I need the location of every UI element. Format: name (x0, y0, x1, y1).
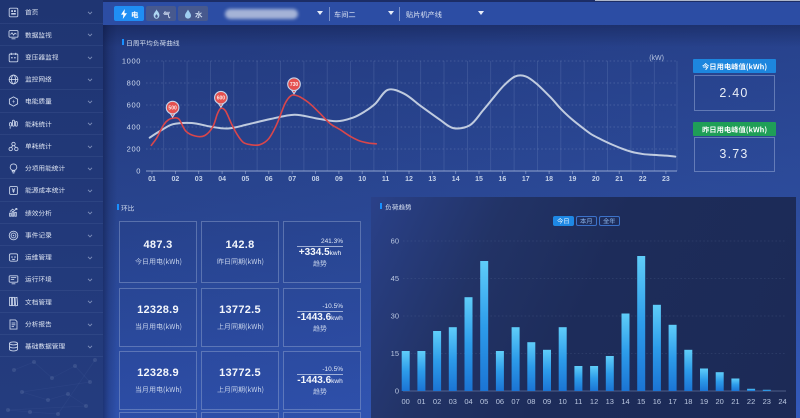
svg-text:04: 04 (464, 397, 472, 406)
svg-text:08: 08 (312, 176, 320, 183)
svg-text:730: 730 (290, 82, 299, 88)
svg-text:05: 05 (242, 176, 250, 183)
svg-text:09: 09 (335, 176, 343, 183)
svg-text:500: 500 (168, 106, 177, 112)
svg-text:19: 19 (569, 176, 577, 183)
svg-text:04: 04 (218, 176, 226, 183)
svg-text:11: 11 (382, 176, 390, 183)
svg-text:800: 800 (127, 79, 141, 88)
svg-text:0: 0 (136, 167, 141, 176)
svg-text:600: 600 (127, 101, 141, 110)
svg-text:23: 23 (662, 176, 670, 183)
svg-text:08: 08 (527, 397, 535, 406)
svg-text:07: 07 (288, 176, 296, 183)
svg-text:20: 20 (592, 176, 600, 183)
svg-text:12: 12 (590, 397, 598, 406)
svg-text:16: 16 (653, 397, 661, 406)
svg-text:18: 18 (684, 397, 692, 406)
svg-text:17: 17 (522, 176, 530, 183)
svg-text:200: 200 (127, 145, 141, 154)
svg-text:09: 09 (543, 397, 551, 406)
svg-text:15: 15 (637, 397, 645, 406)
svg-text:15: 15 (475, 176, 483, 183)
svg-text:14: 14 (621, 397, 629, 406)
svg-text:01: 01 (417, 397, 425, 406)
svg-text:1000: 1000 (122, 57, 141, 66)
svg-text:11: 11 (575, 397, 583, 406)
svg-text:24: 24 (778, 397, 786, 406)
svg-text:600: 600 (217, 96, 226, 102)
svg-text:400: 400 (127, 123, 141, 132)
svg-text:30: 30 (391, 312, 399, 321)
svg-text:01: 01 (148, 176, 156, 183)
svg-text:13: 13 (428, 176, 436, 183)
svg-text:02: 02 (172, 176, 180, 183)
svg-text:21: 21 (731, 397, 739, 406)
svg-text:16: 16 (499, 176, 507, 183)
svg-text:45: 45 (391, 274, 399, 283)
svg-text:60: 60 (391, 237, 399, 246)
svg-text:19: 19 (700, 397, 708, 406)
svg-text:(kW): (kW) (649, 55, 664, 62)
svg-text:05: 05 (480, 397, 488, 406)
svg-text:10: 10 (358, 176, 366, 183)
svg-text:18: 18 (545, 176, 553, 183)
svg-text:07: 07 (511, 397, 519, 406)
svg-text:0: 0 (395, 387, 399, 396)
svg-text:14: 14 (452, 176, 460, 183)
svg-text:06: 06 (496, 397, 504, 406)
svg-text:03: 03 (449, 397, 457, 406)
svg-text:00: 00 (402, 397, 410, 406)
svg-text:21: 21 (615, 176, 623, 183)
svg-text:12: 12 (405, 176, 413, 183)
svg-text:20: 20 (716, 397, 724, 406)
svg-text:22: 22 (747, 397, 755, 406)
svg-text:06: 06 (265, 176, 273, 183)
svg-text:13: 13 (606, 397, 614, 406)
svg-text:15: 15 (391, 349, 399, 358)
svg-text:22: 22 (639, 176, 647, 183)
svg-text:02: 02 (433, 397, 441, 406)
svg-text:23: 23 (763, 397, 771, 406)
svg-text:17: 17 (668, 397, 676, 406)
svg-text:10: 10 (559, 397, 567, 406)
svg-text:03: 03 (195, 176, 203, 183)
